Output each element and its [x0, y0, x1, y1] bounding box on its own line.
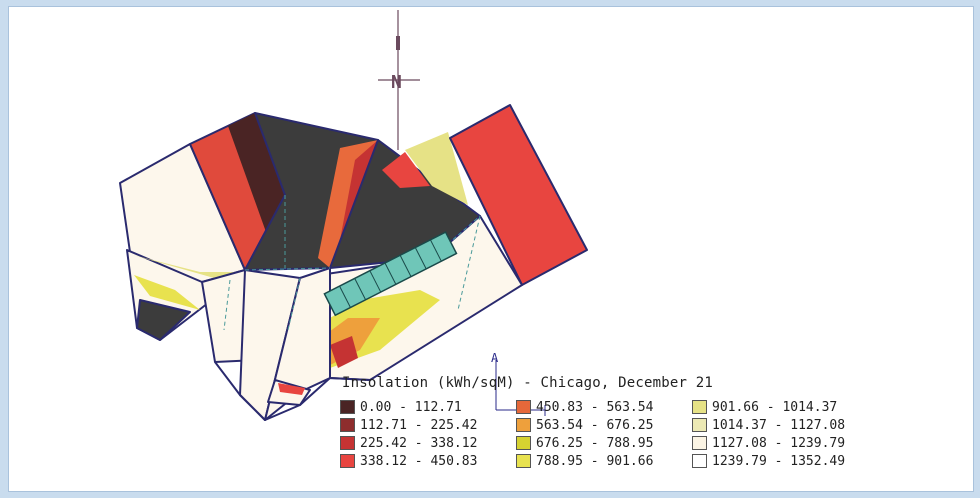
legend-label: 1014.37 - 1127.08	[712, 417, 846, 433]
legend-label: 1127.08 - 1239.79	[712, 435, 846, 451]
legend-item: 450.83 - 563.54	[516, 399, 692, 415]
legend-swatch	[516, 418, 531, 432]
north-arrow-icon	[378, 10, 420, 150]
legend-label: 788.95 - 901.66	[536, 453, 654, 469]
legend-swatch	[516, 454, 531, 468]
roof-planes	[119, 104, 588, 421]
roof-plane-right-red	[449, 104, 588, 286]
legend-label: 563.54 - 676.25	[536, 417, 654, 433]
legend-item: 1127.08 - 1239.79	[692, 435, 872, 451]
legend-swatch	[692, 436, 707, 450]
legend-swatch	[340, 418, 355, 432]
legend-label: 1239.79 - 1352.49	[712, 453, 846, 469]
legend-item: 1239.79 - 1352.49	[692, 453, 872, 469]
legend-swatch	[340, 436, 355, 450]
legend-item: 1014.37 - 1127.08	[692, 417, 872, 433]
legend-label: 676.25 - 788.95	[536, 435, 654, 451]
legend-item: 788.95 - 901.66	[516, 453, 692, 469]
legend-label: 901.66 - 1014.37	[712, 399, 838, 415]
legend-swatch	[692, 418, 707, 432]
legend-swatch	[340, 400, 355, 414]
section-marker-label: A	[491, 351, 499, 365]
north-label: N	[391, 72, 402, 93]
solar-panel-array	[323, 231, 458, 317]
legend-swatch	[516, 400, 531, 414]
legend-item: 338.12 - 450.83	[340, 453, 516, 469]
legend-label: 338.12 - 450.83	[360, 453, 478, 469]
legend: 0.00 - 112.71 450.83 - 563.54 901.66 - 1…	[340, 399, 872, 469]
legend-item: 112.71 - 225.42	[340, 417, 516, 433]
legend-item: 901.66 - 1014.37	[692, 399, 872, 415]
legend-item: 225.42 - 338.12	[340, 435, 516, 451]
legend-item: 563.54 - 676.25	[516, 417, 692, 433]
legend-swatch	[516, 436, 531, 450]
legend-swatch	[692, 400, 707, 414]
legend-item: 0.00 - 112.71	[340, 399, 516, 415]
legend-label: 0.00 - 112.71	[360, 399, 462, 415]
legend-swatch	[340, 454, 355, 468]
legend-label: 450.83 - 563.54	[536, 399, 654, 415]
legend-title: Insolation (kWh/sqM) - Chicago, December…	[342, 375, 714, 391]
legend-label: 225.42 - 338.12	[360, 435, 478, 451]
legend-item: 676.25 - 788.95	[516, 435, 692, 451]
legend-label: 112.71 - 225.42	[360, 417, 478, 433]
legend-swatch	[692, 454, 707, 468]
